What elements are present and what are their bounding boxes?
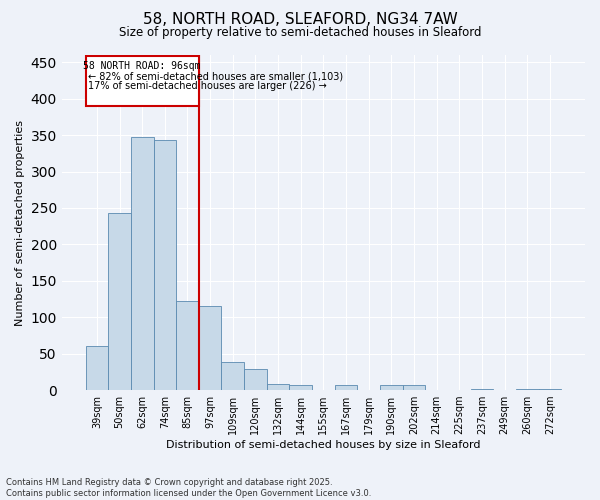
Bar xyxy=(86,346,108,390)
Bar xyxy=(403,385,425,390)
Bar xyxy=(267,384,289,390)
Text: Size of property relative to semi-detached houses in Sleaford: Size of property relative to semi-detach… xyxy=(119,26,481,39)
Text: Contains HM Land Registry data © Crown copyright and database right 2025.
Contai: Contains HM Land Registry data © Crown c… xyxy=(6,478,371,498)
FancyBboxPatch shape xyxy=(86,56,199,106)
Y-axis label: Number of semi-detached properties: Number of semi-detached properties xyxy=(15,120,25,326)
Bar xyxy=(131,136,154,390)
Bar xyxy=(289,385,312,390)
Bar xyxy=(176,301,199,390)
Text: 58, NORTH ROAD, SLEAFORD, NG34 7AW: 58, NORTH ROAD, SLEAFORD, NG34 7AW xyxy=(143,12,457,28)
Bar xyxy=(108,213,131,390)
X-axis label: Distribution of semi-detached houses by size in Sleaford: Distribution of semi-detached houses by … xyxy=(166,440,481,450)
Bar xyxy=(199,306,221,390)
Text: 58 NORTH ROAD: 96sqm: 58 NORTH ROAD: 96sqm xyxy=(83,61,201,71)
Bar xyxy=(154,140,176,390)
Bar xyxy=(244,369,267,390)
Bar xyxy=(221,362,244,390)
Bar xyxy=(380,385,403,390)
Text: 17% of semi-detached houses are larger (226) →: 17% of semi-detached houses are larger (… xyxy=(88,81,326,91)
Text: ← 82% of semi-detached houses are smaller (1,103): ← 82% of semi-detached houses are smalle… xyxy=(88,71,343,81)
Bar xyxy=(470,388,493,390)
Bar xyxy=(335,385,358,390)
